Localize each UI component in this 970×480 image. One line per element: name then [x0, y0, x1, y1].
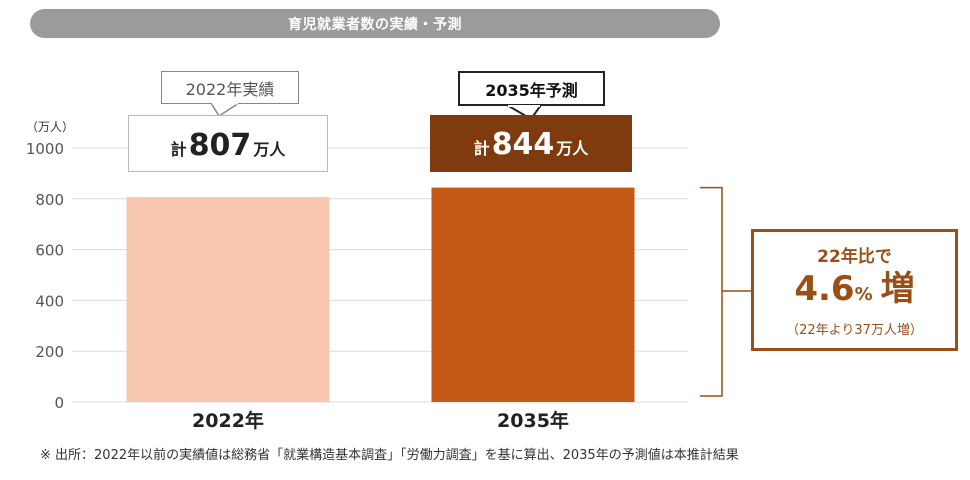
tag-2022-actual: 2022年実績 — [161, 71, 299, 104]
tag-2035-label: 2035年予測 — [485, 80, 578, 100]
tag-2022-tail — [211, 103, 241, 117]
tag-2022-label: 2022年実績 — [185, 79, 275, 99]
growth-bracket-line — [700, 186, 751, 397]
y-tick-label: 400 — [35, 292, 64, 310]
bar-2035年 — [431, 187, 635, 402]
x-category-label: 2035年 — [497, 409, 569, 432]
growth-rate-value: 4.6 — [794, 269, 855, 309]
bars — [126, 187, 635, 402]
tag-2035-forecast: 2035年予測 — [458, 71, 605, 106]
x-category-label: 2022年 — [192, 409, 264, 432]
y-tick-label: 1000 — [26, 140, 64, 158]
y-tick-label: 200 — [35, 343, 64, 361]
y-axis-ticks: 0 200 400 600 800 1000 — [26, 140, 64, 412]
growth-rate-word: 増 — [880, 269, 915, 309]
total-2022-suffix: 万人 — [253, 140, 286, 159]
growth-rate-percent: % — [854, 284, 873, 305]
growth-rate: 4.6% 増 — [754, 269, 955, 315]
bar-2022年 — [126, 197, 330, 402]
y-tick-label: 0 — [54, 394, 64, 412]
growth-heading: 22年比で — [817, 247, 892, 267]
total-2035-suffix: 万人 — [556, 139, 589, 158]
y-tick-label: 800 — [35, 191, 64, 209]
chart-title: 育児就業者数の実績・予測 — [30, 9, 720, 38]
total-2035-value: 844 — [491, 127, 555, 162]
total-2022-value: 807 — [188, 128, 252, 163]
growth-note: （22年より37万人増） — [786, 323, 923, 338]
total-2022-box: 計 807 万人 — [128, 115, 328, 172]
y-axis-unit-label: （万人） — [26, 120, 74, 134]
source-footnote: ※ 出所：2022年以前の実績値は総務省「就業構造基本調査」「労働力調査」を基に… — [40, 448, 739, 463]
total-2035-box: 計 844 万人 — [430, 115, 632, 172]
growth-bracket — [700, 186, 751, 397]
total-2035-prefix: 計 — [473, 139, 490, 158]
y-tick-label: 600 — [35, 242, 64, 260]
growth-callout: 22年比で 4.6% 増 （22年より37万人増） — [751, 229, 958, 351]
x-axis-labels: 2022年 2035年 — [192, 409, 569, 432]
total-2022-prefix: 計 — [170, 140, 187, 159]
